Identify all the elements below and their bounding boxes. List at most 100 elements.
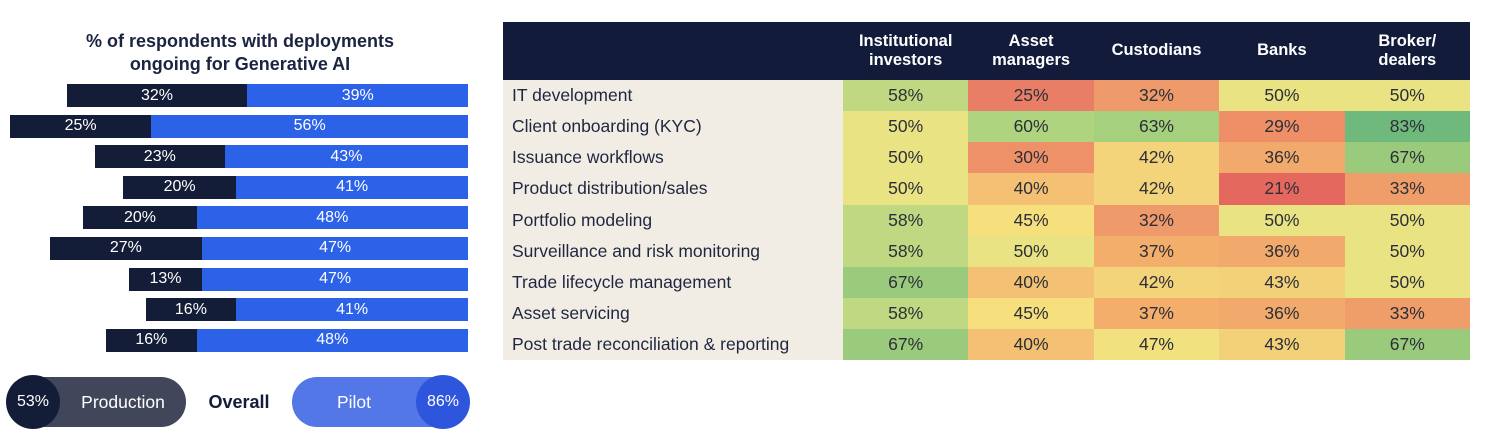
- stacked-bar: 27% 47%: [49, 236, 468, 260]
- pilot-segment: 47%: [202, 267, 468, 291]
- heatmap-cell: 33%: [1344, 297, 1470, 330]
- heatmap-cell: 67%: [843, 329, 969, 361]
- stacked-bar: 20% 48%: [83, 206, 468, 230]
- heatmap-cell: 45%: [968, 204, 1094, 236]
- heatmap-cell: 42%: [1093, 142, 1220, 174]
- stacked-bar: 20% 41%: [123, 175, 468, 199]
- heatmap-cell: 50%: [1219, 204, 1345, 236]
- heatmap-cell: 36%: [1219, 297, 1345, 330]
- row-label: Portfolio modeling: [503, 204, 843, 236]
- heatmap-cell: 67%: [1344, 142, 1470, 174]
- heatmap-cell: 37%: [1093, 297, 1220, 330]
- heatmap-cell: 50%: [968, 235, 1094, 267]
- heatmap-cell: 63%: [1093, 111, 1220, 143]
- row-label: Surveillance and risk monitoring: [503, 235, 843, 267]
- column-header: Broker/ dealers: [1344, 22, 1470, 80]
- row-label: Post trade reconciliation & reporting: [503, 329, 843, 361]
- heatmap-cell: 30%: [968, 142, 1094, 174]
- heatmap-cell: 37%: [1093, 235, 1220, 267]
- stacked-bar: 25% 56%: [9, 114, 468, 138]
- heatmap-cell: 50%: [1344, 204, 1470, 236]
- production-segment: 23%: [94, 145, 225, 169]
- heatmap-cell: 50%: [843, 142, 969, 174]
- pilot-segment: 56%: [151, 114, 468, 138]
- row-label: Asset servicing: [503, 297, 843, 330]
- production-segment: 20%: [123, 175, 237, 199]
- heatmap-cell: 33%: [1344, 173, 1470, 205]
- stacked-bar: 32% 39%: [66, 84, 468, 107]
- heatmap-cell: 21%: [1219, 173, 1345, 205]
- row-label: Product distribution/sales: [503, 173, 843, 205]
- heatmap-cell: 50%: [1344, 266, 1470, 298]
- column-header: Institutional investors: [843, 22, 969, 80]
- production-segment: 13%: [128, 267, 203, 291]
- pilot-segment: 39%: [247, 84, 468, 107]
- production-segment: 27%: [49, 236, 203, 260]
- heatmap-cell: 58%: [843, 204, 969, 236]
- heatmap-cell: 47%: [1093, 329, 1220, 361]
- heatmap-cell: 40%: [968, 329, 1094, 361]
- heatmap-cell: 67%: [843, 266, 969, 298]
- pilot-segment: 41%: [236, 298, 468, 322]
- heatmap-cell: 43%: [1219, 329, 1345, 361]
- heatmap-cell: 36%: [1219, 142, 1345, 174]
- heatmap-cell: 29%: [1219, 111, 1345, 143]
- heatmap-cell: 32%: [1093, 204, 1220, 236]
- stacked-bar: 16% 41%: [145, 298, 468, 322]
- row-label: Client onboarding (KYC): [503, 111, 843, 143]
- chart-legend: 53% Production Overall Pilot 86%: [6, 375, 470, 429]
- column-header: Banks: [1219, 22, 1345, 80]
- legend-pilot-pill: Pilot 86%: [291, 375, 470, 429]
- pilot-segment: 48%: [196, 206, 468, 230]
- heatmap-cell: 36%: [1219, 235, 1345, 267]
- heatmap-cell: 43%: [1219, 266, 1345, 298]
- production-overall-badge: 53%: [6, 375, 60, 429]
- heatmap-cell: 50%: [1344, 80, 1470, 112]
- production-segment: 16%: [106, 328, 197, 352]
- stacked-bars: 32% 39% 25% 56% 23% 43% 20% 41% 20% 48% 27% 47% 13% 4…: [0, 84, 468, 352]
- heatmap-cell: 40%: [968, 266, 1094, 298]
- pilot-segment: 47%: [202, 236, 468, 260]
- heatmap-cell: 45%: [968, 297, 1094, 330]
- heatmap-cell: 58%: [843, 235, 969, 267]
- legend-production-pill: 53% Production: [6, 375, 186, 429]
- stacked-bar: 16% 48%: [106, 328, 468, 352]
- heatmap-cell: 42%: [1093, 266, 1220, 298]
- heatmap-cell: 58%: [843, 297, 969, 330]
- row-label: Trade lifecycle management: [503, 266, 843, 298]
- heatmap-cell: 50%: [1219, 80, 1345, 112]
- heatmap-cell: 42%: [1093, 173, 1220, 205]
- pilot-segment: 43%: [224, 145, 468, 169]
- legend-pilot-label: Pilot: [336, 391, 371, 412]
- production-segment: 32%: [66, 84, 248, 107]
- heatmap-cell: 58%: [843, 80, 969, 112]
- heatmap-cell: 40%: [968, 173, 1094, 205]
- production-segment: 25%: [9, 114, 152, 138]
- row-label: IT development: [503, 80, 843, 112]
- heatmap-cell: 67%: [1344, 329, 1470, 361]
- pilot-segment: 41%: [236, 175, 468, 199]
- heatmap-cell: 60%: [968, 111, 1094, 143]
- legend-overall-label: Overall: [208, 391, 270, 412]
- heatmap-cell: 50%: [843, 173, 969, 205]
- chart-title: % of respondents with deployments ongoin…: [85, 31, 395, 75]
- genai-deployment-chart: % of respondents with deployments ongoin…: [0, 0, 495, 438]
- table-corner-cell: [503, 22, 843, 80]
- heatmap-cell: 50%: [843, 111, 969, 143]
- heatmap-cell: 25%: [968, 80, 1094, 112]
- column-header: Asset managers: [968, 22, 1094, 80]
- stacked-bar: 23% 43%: [94, 145, 468, 169]
- column-header: Custodians: [1093, 22, 1220, 80]
- pilot-segment: 48%: [196, 328, 468, 352]
- production-segment: 20%: [83, 206, 197, 230]
- row-label: Issuance workflows: [503, 142, 843, 174]
- pilot-overall-badge: 86%: [415, 375, 470, 429]
- heatmap-cell: 83%: [1344, 111, 1470, 143]
- heatmap-cell: 32%: [1093, 80, 1220, 112]
- usecase-heatmap-table: Institutional investors Asset managers Cus…: [503, 22, 1470, 361]
- stacked-bar: 13% 47%: [128, 267, 468, 291]
- legend-production-label: Production: [81, 391, 165, 412]
- heatmap-cell: 50%: [1344, 235, 1470, 267]
- heatmap-grid: Institutional investors Asset managers Cus…: [503, 22, 1470, 361]
